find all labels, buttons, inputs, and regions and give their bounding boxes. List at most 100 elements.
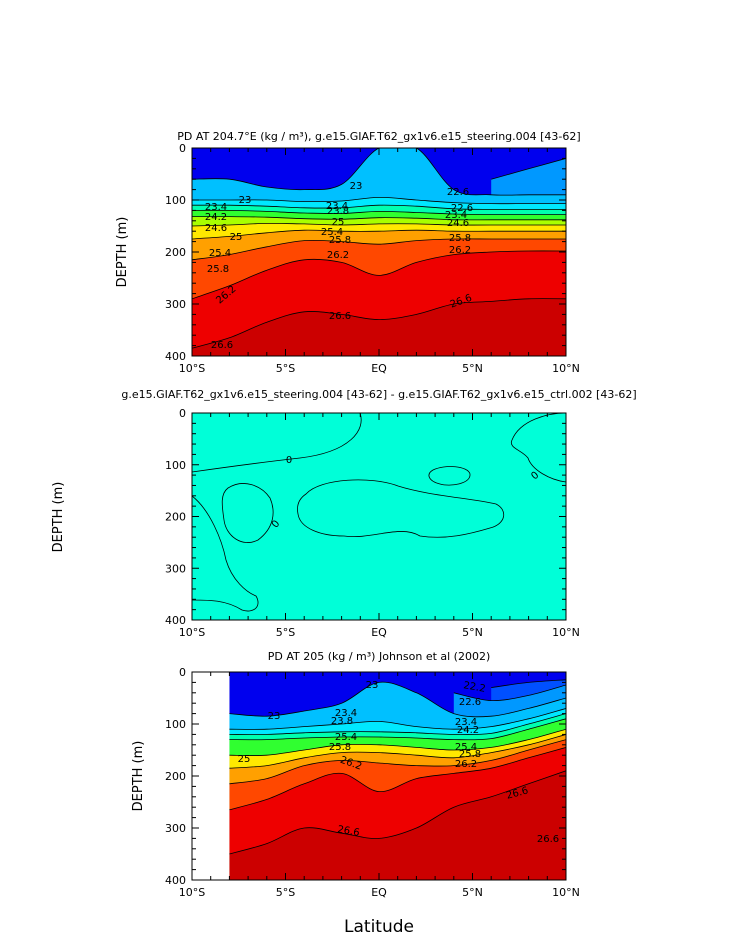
isopycnal-line	[192, 196, 566, 205]
panel-1-axes: 10°S 5°S EQ 5°N 10°N 0 100 200 300 400	[165, 142, 580, 375]
contour-label: 24.6	[205, 223, 227, 234]
y-tick-label: 400	[165, 614, 186, 627]
contour-label: 25.8	[459, 749, 481, 760]
contour-label: 26.6	[337, 824, 361, 839]
contour-label: 0	[529, 470, 541, 483]
contour-label: 22.2	[463, 680, 487, 695]
contour-label: 25.4	[455, 742, 477, 753]
isopycnal-line	[192, 222, 566, 227]
isopycnal-line	[229, 713, 566, 735]
isopycnal-line	[192, 204, 566, 210]
y-tick-label: 200	[165, 511, 186, 524]
y-tick-label: 0	[179, 142, 186, 155]
x-tick-label: 10°N	[552, 362, 580, 375]
contour-label: 24.2	[457, 725, 479, 736]
contour-label: 26.2	[455, 759, 477, 770]
x-tick-label: 5°N	[462, 886, 483, 899]
isopycnal-line	[491, 158, 566, 180]
difference-positive-region	[510, 413, 566, 483]
contour-label: 23	[268, 711, 281, 722]
y-tick-label: 300	[165, 298, 186, 311]
y-tick-label: 100	[165, 194, 186, 207]
contour-label: 25.8	[329, 235, 351, 246]
x-tick-label: 5°S	[276, 886, 295, 899]
y-tick-label: 0	[179, 407, 186, 420]
y-tick-label: 300	[165, 562, 186, 575]
contour-label: 26.6	[211, 340, 233, 351]
contour-label: 25	[332, 217, 345, 228]
contour-label: 26.6	[329, 311, 351, 322]
isopycnal-line	[192, 250, 566, 300]
x-tick-label: 10°S	[179, 886, 205, 899]
x-tick-label: EQ	[371, 886, 387, 899]
panel-2: g.e15.GIAF.T62_gx1v6.e15_steering.004 [4…	[51, 388, 637, 639]
contour-label: 0	[270, 518, 283, 530]
contour-label: 22.6	[451, 203, 473, 214]
contour-label: 23.4	[326, 201, 348, 212]
contour-label: 23	[350, 181, 363, 192]
panel-1-contour-lines	[192, 148, 566, 349]
x-axis-label: Latitude	[344, 917, 414, 937]
y-tick-label: 200	[165, 770, 186, 783]
panel-2-contour-labels: 0 0 0	[270, 455, 542, 530]
contour-label: 23.4	[455, 717, 477, 728]
x-tick-label: 5°N	[462, 362, 483, 375]
y-tick-label: 100	[165, 459, 186, 472]
difference-positive-region	[192, 413, 362, 473]
isopycnal-line	[192, 298, 566, 349]
contour-label: 24.2	[205, 212, 227, 223]
panel-1-contour-fill	[192, 148, 566, 356]
isopycnal-line	[229, 734, 566, 769]
y-tick-label: 100	[165, 718, 186, 731]
x-tick-label: 10°N	[552, 886, 580, 899]
isopycnal-line	[229, 708, 566, 730]
isopycnal-line	[229, 718, 566, 741]
panel-1-title: PD AT 204.7°E (kg / m³), g.e15.GIAF.T62_…	[177, 130, 580, 143]
contour-label: 25.8	[207, 264, 229, 275]
difference-negative-region	[192, 495, 259, 612]
contour-label: 25	[230, 232, 243, 243]
y-tick-label: 0	[179, 666, 186, 679]
contour-label: 25.8	[329, 742, 351, 753]
contour-label: 23	[366, 680, 379, 691]
contour-label: 25.8	[449, 233, 471, 244]
isopycnal-line	[453, 684, 566, 702]
contour-label: 25.4	[335, 732, 357, 743]
isopycnal-line	[229, 747, 566, 811]
contour-label: 26.2	[327, 250, 349, 261]
y-tick-label: 300	[165, 822, 186, 835]
difference-negative-region	[297, 479, 504, 538]
panel-1: PD AT 204.7°E (kg / m³), g.e15.GIAF.T62_…	[115, 130, 581, 375]
panel-3: PD AT 205 (kg / m³) Johnson et al (2002)…	[131, 650, 580, 899]
panel-3-y-axis-label: DEPTH (m)	[131, 741, 146, 812]
contour-label: 23.4	[335, 708, 357, 719]
x-tick-label: 5°S	[276, 362, 295, 375]
x-tick-label: 5°S	[276, 626, 295, 639]
isopycnal-line	[192, 238, 566, 261]
contour-label: 22.6	[459, 697, 481, 708]
density-band	[192, 298, 566, 356]
contour-label: 26.6	[537, 834, 559, 845]
y-tick-label: 200	[165, 246, 186, 259]
y-tick-label: 400	[165, 874, 186, 887]
panel-2-y-axis-label: DEPTH (m)	[51, 482, 66, 553]
difference-positive-region	[428, 466, 471, 486]
contour-label: 25.4	[321, 227, 343, 238]
x-tick-label: 10°N	[552, 626, 580, 639]
contour-label: 22.6	[447, 187, 469, 198]
isopycnal-line	[229, 728, 566, 756]
panel-2-contour-fill	[192, 413, 566, 620]
contour-label: 23.4	[445, 210, 467, 221]
contour-label: 24.6	[447, 218, 469, 229]
panel-1-y-axis-label: DEPTH (m)	[115, 217, 130, 288]
isopycnal-line	[192, 229, 566, 240]
panel-2-axes: 10°S 5°S EQ 5°N 10°N 0 100 200 300 400	[165, 407, 580, 639]
difference-positive-region	[221, 483, 274, 543]
isopycnal-line	[192, 148, 566, 196]
panel-3-axes: 10°S 5°S EQ 5°N 10°N 0 100 200 300 400	[165, 666, 580, 899]
isopycnal-line	[229, 681, 566, 718]
x-tick-label: 10°S	[179, 626, 205, 639]
contour-label: 23	[239, 195, 252, 206]
